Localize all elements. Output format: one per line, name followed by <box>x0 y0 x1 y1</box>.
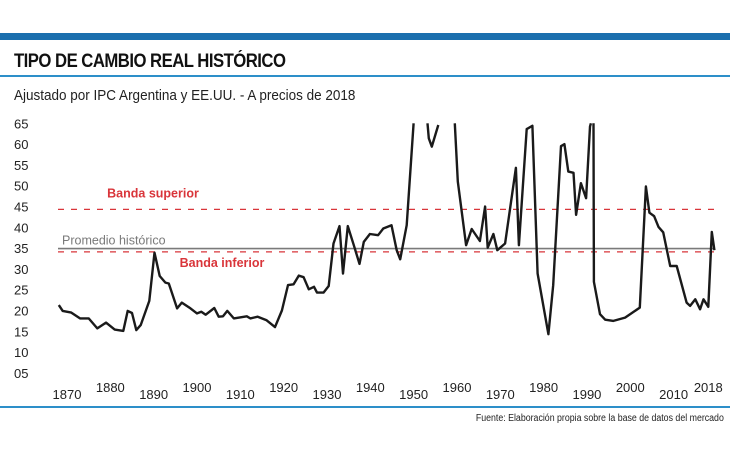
y-tick-label: 60 <box>14 137 28 152</box>
x-tick-label: 1920 <box>269 380 298 395</box>
x-tick-label: 1910 <box>226 387 255 402</box>
series-line-segment <box>426 123 440 148</box>
chart-title: TIPO DE CAMBIO REAL HISTÓRICO <box>14 51 286 72</box>
y-tick-label: 05 <box>14 366 28 381</box>
x-tick-label: 2010 <box>659 387 688 402</box>
reference-line-label: Banda inferior <box>180 256 265 270</box>
y-tick-label: 30 <box>14 262 28 277</box>
x-tick-label: 1870 <box>53 387 82 402</box>
x-tick-label: 1960 <box>443 380 472 395</box>
x-tick-label: 1890 <box>139 387 168 402</box>
y-tick-label: 65 <box>14 116 28 131</box>
series-group <box>57 122 716 336</box>
x-tick-label: 2018 <box>694 380 723 395</box>
y-tick-label: 55 <box>14 158 28 173</box>
reference-line-label: Banda superior <box>107 186 199 200</box>
source-note: Fuente: Elaboración propia sobre la base… <box>475 413 724 424</box>
series-line-segment <box>57 123 415 333</box>
x-tick-label: 2000 <box>616 380 645 395</box>
x-tick-label: 1980 <box>529 380 558 395</box>
y-tick-label: 50 <box>14 179 28 194</box>
y-tick-label: 20 <box>14 304 28 319</box>
x-tick-label: 1990 <box>572 387 601 402</box>
series-line-segment <box>453 122 593 336</box>
x-tick-label: 1930 <box>313 387 342 402</box>
x-tick-label: 1940 <box>356 380 385 395</box>
x-tick-label: 1950 <box>399 387 428 402</box>
y-tick-label: 40 <box>14 220 28 235</box>
title-divider <box>0 75 730 77</box>
x-axis-ticks: 1870 1880 1890 1900 1910 1920 1930 1940 1950 1960… <box>53 380 723 402</box>
y-tick-label: 10 <box>14 345 28 360</box>
top-accent-bar <box>0 33 730 40</box>
y-tick-label: 15 <box>14 324 28 339</box>
y-tick-label: 25 <box>14 283 28 298</box>
bottom-divider <box>0 406 730 408</box>
reference-lines: Banda superior Promedio histórico Banda in… <box>58 186 715 270</box>
series-line-segment <box>592 123 716 323</box>
x-tick-label: 1970 <box>486 387 515 402</box>
y-tick-label: 45 <box>14 200 28 215</box>
x-tick-label: 1880 <box>96 380 125 395</box>
x-tick-label: 1900 <box>183 380 212 395</box>
y-tick-label: 35 <box>14 241 28 256</box>
y-axis-ticks: 05 10 15 20 25 30 35 40 45 50 55 60 65 <box>14 116 28 381</box>
chart-subtitle: Ajustado por IPC Argentina y EE.UU. - A … <box>14 87 356 104</box>
reference-line-label: Promedio histórico <box>62 234 166 248</box>
